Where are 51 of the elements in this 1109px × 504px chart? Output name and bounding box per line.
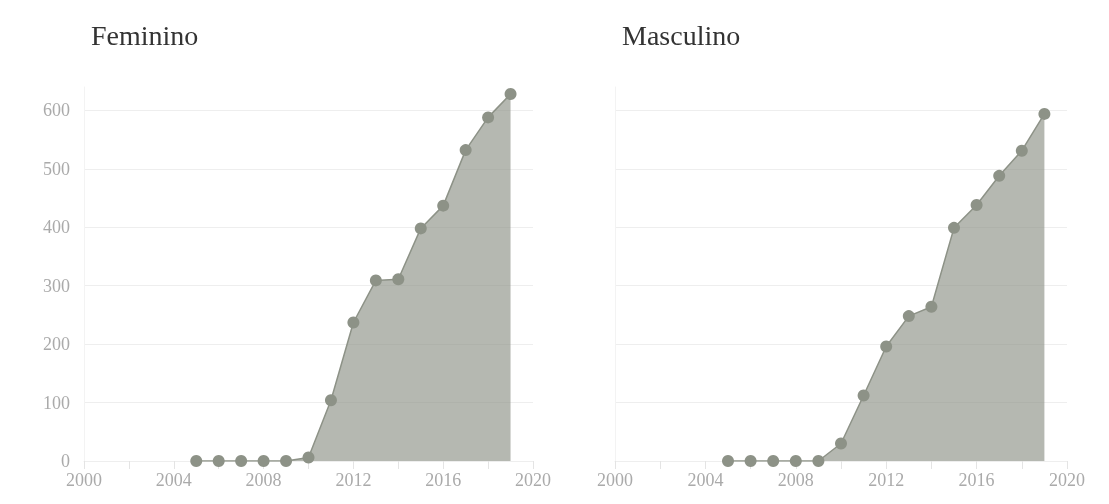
x-tick-label: 2004 bbox=[687, 470, 724, 490]
point bbox=[482, 111, 495, 124]
x-tick-label: 2012 bbox=[868, 470, 905, 490]
point bbox=[347, 316, 360, 329]
point bbox=[1015, 144, 1028, 157]
point bbox=[948, 221, 960, 234]
point bbox=[459, 144, 472, 157]
point bbox=[369, 274, 382, 287]
x-tick-label: 2004 bbox=[155, 470, 192, 490]
y-tick-label: 0 bbox=[61, 451, 70, 471]
x-tick-label: 2008 bbox=[245, 470, 282, 490]
point bbox=[767, 455, 780, 467]
x-tick-label: 2020 bbox=[515, 470, 551, 490]
y-tick-label: 200 bbox=[43, 334, 70, 355]
x-tick-label: 2000 bbox=[597, 470, 633, 490]
x-tick-label: 2012 bbox=[335, 470, 372, 490]
point bbox=[437, 199, 450, 212]
point bbox=[744, 455, 757, 467]
point bbox=[392, 273, 405, 286]
point bbox=[324, 394, 337, 407]
y-tick-label: 100 bbox=[43, 392, 70, 413]
point bbox=[1038, 107, 1051, 120]
point bbox=[789, 455, 802, 467]
point bbox=[993, 169, 1006, 182]
point bbox=[280, 455, 293, 467]
y-tick-label: 300 bbox=[43, 275, 70, 296]
point bbox=[970, 199, 983, 212]
chart-title: Masculino bbox=[622, 19, 741, 51]
point bbox=[835, 437, 847, 450]
point bbox=[880, 340, 893, 353]
x-tick-label: 2016 bbox=[958, 470, 995, 490]
point bbox=[302, 451, 315, 464]
point bbox=[235, 455, 248, 467]
point bbox=[414, 222, 427, 235]
point bbox=[925, 300, 938, 313]
point bbox=[857, 389, 870, 402]
point bbox=[504, 88, 517, 101]
point bbox=[212, 455, 225, 467]
x-tick-label: 2000 bbox=[66, 470, 102, 490]
chart-title: Feminino bbox=[91, 19, 199, 51]
y-tick-label: 500 bbox=[43, 158, 70, 179]
point bbox=[722, 455, 734, 467]
point bbox=[257, 455, 270, 467]
y-tick-label: 600 bbox=[43, 100, 70, 121]
x-tick-label: 2008 bbox=[777, 470, 814, 490]
point bbox=[190, 455, 203, 467]
x-tick-label: 2016 bbox=[425, 470, 462, 490]
y-tick-label: 400 bbox=[43, 217, 70, 238]
point bbox=[812, 455, 825, 467]
point bbox=[902, 310, 915, 323]
x-tick-label: 2020 bbox=[1049, 470, 1085, 490]
